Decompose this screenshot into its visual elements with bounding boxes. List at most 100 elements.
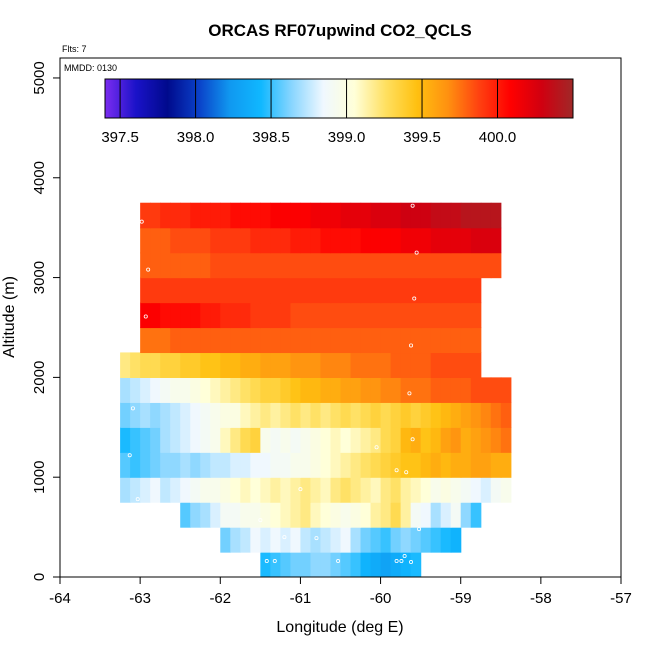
heatmap-cell [150, 252, 161, 279]
heatmap-cell [410, 302, 422, 329]
heatmap-cell [350, 227, 362, 254]
heatmap-cell [260, 552, 271, 577]
heatmap-cell [320, 502, 332, 528]
heatmap-cell [230, 477, 241, 503]
heatmap-cell [370, 402, 382, 428]
heatmap-cell [330, 427, 342, 453]
y-axis-label: Altitude (m) [1, 276, 18, 358]
colorbar-ticks: 397.5 398.0 398.5 399.0 399.5 400.0 [101, 79, 516, 146]
heatmap-cell [330, 227, 342, 254]
heatmap-cell [440, 277, 452, 304]
heatmap-cell [430, 427, 442, 453]
heatmap-cell [460, 327, 472, 354]
heatmap-cell [360, 252, 372, 279]
heatmap-cell [290, 352, 302, 378]
heatmap-cell [430, 327, 442, 354]
heatmap-cell [440, 402, 452, 428]
heatmap-cell [320, 227, 332, 254]
x-axis: -64 -63 -62 -61 -60 -59 -58 -57 [49, 577, 632, 607]
heatmap-cell [410, 527, 422, 553]
heatmap-cell [200, 502, 211, 528]
heatmap-cell [430, 477, 442, 503]
heatmap-cell [160, 377, 171, 403]
heatmap-cell [310, 502, 322, 528]
heatmap-cell [460, 227, 472, 254]
heatmap-cell [410, 277, 422, 304]
heatmap-cell [230, 252, 241, 279]
chart-title: ORCAS RF07upwind CO2_QCLS [208, 21, 472, 40]
heatmap-cell [400, 227, 412, 254]
heatmap-cell [410, 502, 422, 528]
heatmap-cell [220, 502, 231, 528]
heatmap-cell [310, 377, 322, 403]
heatmap-cell [260, 252, 271, 279]
heatmap-cell [170, 302, 181, 329]
heatmap-cell [250, 477, 261, 503]
heatmap-cell [450, 302, 462, 329]
heatmap-cell [410, 552, 422, 577]
heatmap-cell [260, 277, 271, 304]
heatmap-cell [360, 527, 372, 553]
heatmap-cell [350, 377, 362, 403]
heatmap-cell [290, 427, 302, 453]
sample-point [417, 527, 422, 532]
heatmap-cell [380, 502, 392, 528]
heatmap-cell [400, 502, 412, 528]
heatmap-cell [420, 352, 432, 378]
heatmap-cell [350, 502, 362, 528]
heatmap-cell [430, 527, 442, 553]
heatmap-cell [200, 402, 211, 428]
heatmap-cell [200, 452, 211, 478]
heatmap-cell [120, 377, 131, 403]
heatmap-cell [360, 327, 372, 354]
y-tick-label: 1000 [31, 461, 48, 494]
heatmap-cell [160, 352, 171, 378]
heatmap-cell [330, 252, 342, 279]
heatmap-cell [190, 252, 201, 279]
heatmap-cell [290, 477, 302, 503]
heatmap-cell [450, 277, 462, 304]
heatmap-cell [190, 477, 201, 503]
heatmap-cell [250, 452, 261, 478]
heatmap-cell [320, 277, 332, 304]
sample-point [404, 470, 409, 475]
heatmap-cell [440, 327, 452, 354]
sample-point [410, 437, 415, 442]
colorbar-tick-label: 397.5 [101, 129, 139, 146]
heatmap-cell [300, 477, 312, 503]
heatmap-cell [270, 527, 281, 553]
heatmap-cell [370, 502, 382, 528]
heatmap-cell [490, 227, 502, 254]
heatmap-cell [200, 427, 211, 453]
heatmap-cell [420, 302, 432, 329]
heatmap-cell [290, 277, 302, 304]
heatmap-cell [260, 527, 271, 553]
heatmap-cell [480, 427, 492, 453]
heatmap-cell [200, 227, 211, 254]
heatmap-cell [240, 352, 251, 378]
heatmap-cell [370, 227, 382, 254]
heatmap-cell [220, 202, 231, 229]
heatmap-cell [310, 477, 322, 503]
heatmap-cell [270, 552, 281, 577]
heatmap-cell [370, 377, 382, 403]
heatmap-cell [230, 302, 241, 329]
heatmap-cell [250, 502, 261, 528]
heatmap-cell [180, 377, 191, 403]
heatmap-cell [230, 227, 241, 254]
heatmap-cell [210, 327, 221, 354]
heatmap-cell [210, 252, 221, 279]
heatmap-cell [190, 202, 201, 229]
heatmap-cell [220, 527, 231, 553]
heatmap-cell [390, 377, 402, 403]
heatmap-cell [470, 427, 482, 453]
heatmap-cell [440, 377, 452, 403]
x-tick-label: -57 [610, 590, 632, 607]
heatmap-cell [420, 227, 432, 254]
heatmap-cell [280, 552, 292, 577]
heatmap-cell [310, 427, 322, 453]
heatmap-cell [500, 377, 512, 403]
heatmap-cell [420, 477, 432, 503]
colorbar-strip [104, 78, 574, 119]
